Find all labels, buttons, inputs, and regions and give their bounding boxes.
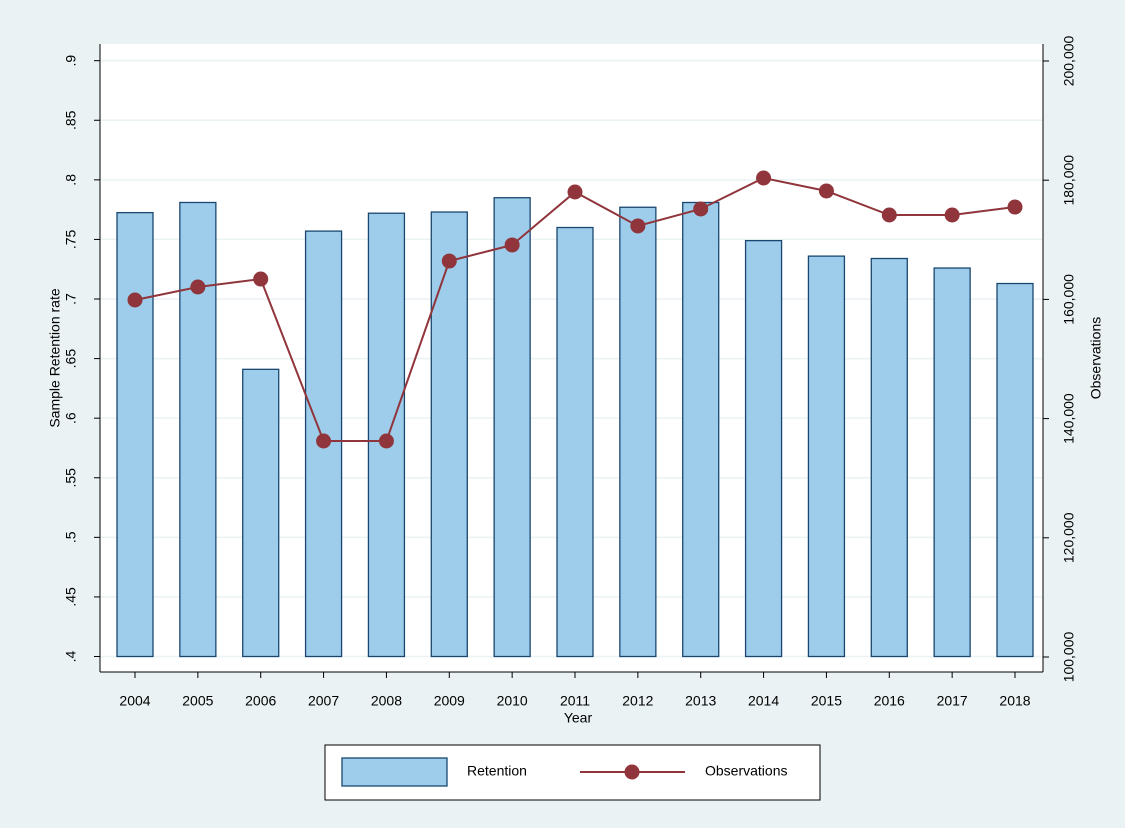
y2-axis-title: Observations — [1088, 317, 1104, 399]
y2-tick-label: 180,000 — [1061, 155, 1077, 206]
y2-tick-label: 140,000 — [1061, 393, 1077, 444]
y-tick-label: .4 — [63, 650, 79, 662]
bar — [933, 267, 971, 658]
x-tick-label: 2011 — [560, 693, 590, 709]
y-tick-label: .7 — [63, 293, 79, 305]
y-tick-label: .6 — [63, 412, 79, 424]
bar — [870, 257, 908, 658]
marker — [441, 253, 457, 269]
x-tick-label: 2015 — [811, 693, 842, 709]
y2-tick-label: 160,000 — [1061, 274, 1077, 325]
y-tick-label: .5 — [63, 531, 79, 543]
marker — [944, 207, 960, 223]
bar — [242, 368, 280, 658]
bar — [116, 211, 154, 658]
legend-swatch — [341, 757, 448, 787]
x-tick-label: 2007 — [308, 693, 339, 709]
bar — [556, 226, 594, 658]
bar — [367, 212, 406, 658]
y-tick-label: .45 — [63, 587, 79, 607]
x-tick-label: 2013 — [685, 693, 716, 709]
x-tick-label: 2016 — [874, 693, 905, 709]
y2-tick-label: 100,000 — [1061, 631, 1077, 682]
marker — [253, 271, 269, 287]
bar — [179, 201, 217, 658]
x-tick-label: 2004 — [119, 693, 150, 709]
marker — [190, 279, 206, 295]
bar — [682, 201, 720, 658]
marker — [1007, 199, 1023, 215]
x-tick-label: 2018 — [999, 693, 1030, 709]
marker — [316, 433, 332, 449]
x-tick-label: 2014 — [748, 693, 779, 709]
y-tick-label: .75 — [63, 229, 79, 249]
y-tick-label: .85 — [63, 110, 79, 130]
bar — [996, 282, 1034, 658]
marker — [756, 170, 772, 186]
legend-marker — [624, 764, 640, 780]
bar — [619, 206, 657, 658]
marker — [504, 237, 520, 253]
legend-label: Observations — [705, 763, 787, 779]
bar — [807, 255, 846, 658]
marker — [881, 207, 897, 223]
marker — [630, 218, 646, 234]
y2-tick-label: 200,000 — [1061, 35, 1077, 86]
legend-label: Retention — [467, 763, 527, 779]
bar — [430, 211, 468, 658]
marker — [378, 433, 394, 449]
x-tick-label: 2009 — [434, 693, 465, 709]
marker — [818, 183, 834, 199]
x-tick-label: 2008 — [371, 693, 402, 709]
y-tick-label: .65 — [63, 349, 79, 369]
x-tick-label: 2012 — [622, 693, 653, 709]
x-tick-label: 2005 — [182, 693, 213, 709]
x-tick-label: 2006 — [245, 693, 276, 709]
y-tick-label: .8 — [63, 174, 79, 186]
y-axis-title: Sample Retention rate — [47, 288, 63, 428]
marker — [567, 184, 583, 200]
marker — [693, 201, 709, 217]
x-axis-title: Year — [564, 710, 593, 726]
marker — [127, 292, 143, 308]
bar — [744, 239, 783, 658]
bar — [493, 197, 531, 658]
y-tick-label: .9 — [63, 55, 79, 67]
y-tick-label: .55 — [63, 468, 79, 488]
y2-tick-label: 120,000 — [1061, 512, 1077, 563]
x-tick-label: 2010 — [497, 693, 528, 709]
x-tick-label: 2017 — [937, 693, 968, 709]
